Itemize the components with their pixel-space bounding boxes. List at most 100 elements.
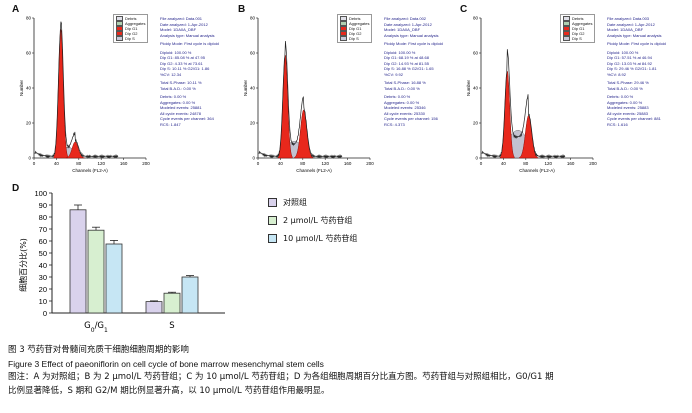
raw-histogram-outline — [34, 21, 119, 159]
bar-y-tick-label: 30 — [39, 273, 47, 282]
y-tick-label: 60 — [250, 51, 256, 56]
x-tick-label: 120 — [321, 161, 329, 166]
bar-y-tick-label: 100 — [34, 189, 47, 198]
x-axis-label: Channels (FL2-A) — [72, 168, 108, 173]
x-tick-label: 200 — [366, 161, 374, 166]
legend-item-dip-g1: Dip G1 — [116, 26, 145, 31]
y-tick-label: 60 — [473, 51, 479, 56]
panel-label-a: A — [12, 4, 20, 15]
histogram-b-stats: File analyzed: Data.002 Date analyzed: 1… — [384, 16, 443, 127]
x-tick-label: 80 — [76, 161, 82, 166]
histogram-c-legend: Debris Aggregates Dip G1 Dip G2 Dip S — [560, 14, 596, 43]
x-tick-label: 40 — [54, 161, 60, 166]
x-tick-label: 120 — [97, 161, 105, 166]
y-axis-label: Number — [243, 80, 248, 97]
bar-y-tick-label: 40 — [39, 261, 47, 270]
legend-item-aggregates: Aggregates — [116, 21, 145, 26]
legend-item-dip-s: Dip S — [340, 36, 369, 41]
panel-label-b: B — [238, 4, 246, 15]
figure-caption: 图 3 芍药苷对骨髓间充质干细胞细胞周期的影响 Figure 3 Effect … — [8, 344, 688, 398]
bar-y-tick-label: 60 — [39, 237, 47, 246]
x-tick-label: 160 — [567, 161, 575, 166]
g2-peak — [519, 115, 539, 159]
y-tick-label: 40 — [473, 86, 479, 91]
x-axis-label: Channels (FL2-A) — [519, 168, 555, 173]
legend-item-dip-s: Dip S — [116, 36, 145, 41]
legend-item-dip-s: Dip S — [563, 36, 592, 41]
caption-note-line1: 图注：A 为对照组；B 为 2 μmol/L 芍药苷组；C 为 10 μmol/… — [8, 372, 554, 382]
x-tick-label: 40 — [278, 161, 284, 166]
x-tick-label: 120 — [544, 161, 552, 166]
x-tick-label: 40 — [501, 161, 507, 166]
caption-note-line2: 比例显著降低，S 期和 G2/M 期比例显著升高，以 10 μmol/L 芍药苷… — [8, 385, 330, 396]
legend-item-dip-g1: Dip G1 — [563, 26, 592, 31]
panel-label-c: C — [460, 4, 468, 15]
y-tick-label: 0 — [28, 156, 31, 161]
y-axis-label: Number — [466, 80, 471, 97]
y-tick-label: 20 — [473, 121, 479, 126]
legend-item-debris: Debris — [340, 16, 369, 21]
x-tick-label: 80 — [523, 161, 529, 166]
x-axis-label: Channels (FL2-A) — [296, 168, 332, 173]
y-tick-label: 20 — [26, 121, 32, 126]
legend-item-10umol: 10 μmol/L 芍药苷组 — [268, 232, 357, 245]
y-tick-label: 80 — [250, 16, 256, 21]
legend-item-dip-g2: Dip G2 — [340, 31, 369, 36]
cell-cycle-bar-chart: 细胞百分比(%) G0/G1 S 0 10 20 30 40 50 60 70 80 90 100 — [18, 189, 225, 334]
legend-item-dip-g1: Dip G1 — [340, 26, 369, 31]
y-tick-label: 80 — [26, 16, 32, 21]
panel-label-d: D — [12, 183, 20, 194]
legend-item-debris: Debris — [563, 16, 592, 21]
bar — [87, 229, 105, 314]
x-category-label-s: S — [169, 321, 174, 331]
x-tick-label: 160 — [120, 161, 128, 166]
histogram-b-legend: Debris Aggregates Dip G1 Dip G2 Dip S — [337, 14, 373, 43]
x-tick-label: 200 — [142, 161, 150, 166]
x-tick-label: 160 — [344, 161, 352, 166]
legend-item-debris: Debris — [116, 16, 145, 21]
bar — [181, 276, 199, 314]
x-tick-label: 80 — [300, 161, 306, 166]
y-tick-label: 0 — [475, 156, 478, 161]
histogram-c-stats: File analyzed: Data.003 Date analyzed: 1… — [607, 16, 666, 127]
caption-title-cn: 图 3 芍药苷对骨髓间充质干细胞细胞周期的影响 — [8, 345, 189, 355]
y-tick-label: 40 — [26, 86, 32, 91]
bar-y-tick-label: 90 — [39, 201, 47, 210]
caption-title-en: Figure 3 Effect of paeoniflorin on cell … — [8, 358, 324, 369]
y-tick-label: 60 — [26, 51, 32, 56]
bar-y-tick-label: 70 — [39, 225, 47, 234]
bar — [69, 209, 87, 314]
bar — [105, 243, 123, 314]
legend-item-aggregates: Aggregates — [563, 21, 592, 26]
x-tick-label: 200 — [589, 161, 597, 166]
legend-item-dip-g2: Dip G2 — [116, 31, 145, 36]
x-tick-label: 0 — [480, 161, 483, 166]
y-tick-label: 40 — [250, 86, 256, 91]
x-category-label-g0-g1: G0/G1 — [84, 321, 108, 334]
x-tick-label: 0 — [33, 161, 36, 166]
bar-y-tick-label: 0 — [43, 309, 47, 318]
y-axis-label: Number — [19, 80, 24, 97]
bar-y-tick-label: 20 — [39, 285, 47, 294]
raw-histogram-outline — [258, 40, 343, 159]
bar-y-tick-label: 10 — [39, 297, 47, 306]
bar — [145, 301, 163, 314]
raw-histogram-outline — [481, 49, 566, 159]
g2-peak — [65, 141, 85, 159]
legend-item-aggregates: Aggregates — [340, 21, 369, 26]
histogram-a-legend: Debris Aggregates Dip G1 Dip G2 Dip S — [113, 14, 149, 43]
histogram-a-stats: File analyzed: Data.001 Date analyzed: 1… — [160, 16, 219, 127]
x-tick-label: 0 — [257, 161, 260, 166]
legend-item-2umol: 2 μmol/L 芍药苷组 — [268, 214, 357, 227]
y-tick-label: 0 — [252, 156, 255, 161]
bar-chart-legend: 对照组 2 μmol/L 芍药苷组 10 μmol/L 芍药苷组 — [268, 196, 357, 250]
y-tick-label: 20 — [250, 121, 256, 126]
bar-chart-y-axis-label: 细胞百分比(%) — [18, 238, 28, 292]
legend-item-control: 对照组 — [268, 196, 357, 209]
bar — [163, 292, 181, 314]
bar-y-tick-label: 50 — [39, 249, 47, 258]
legend-item-dip-g2: Dip G2 — [563, 31, 592, 36]
